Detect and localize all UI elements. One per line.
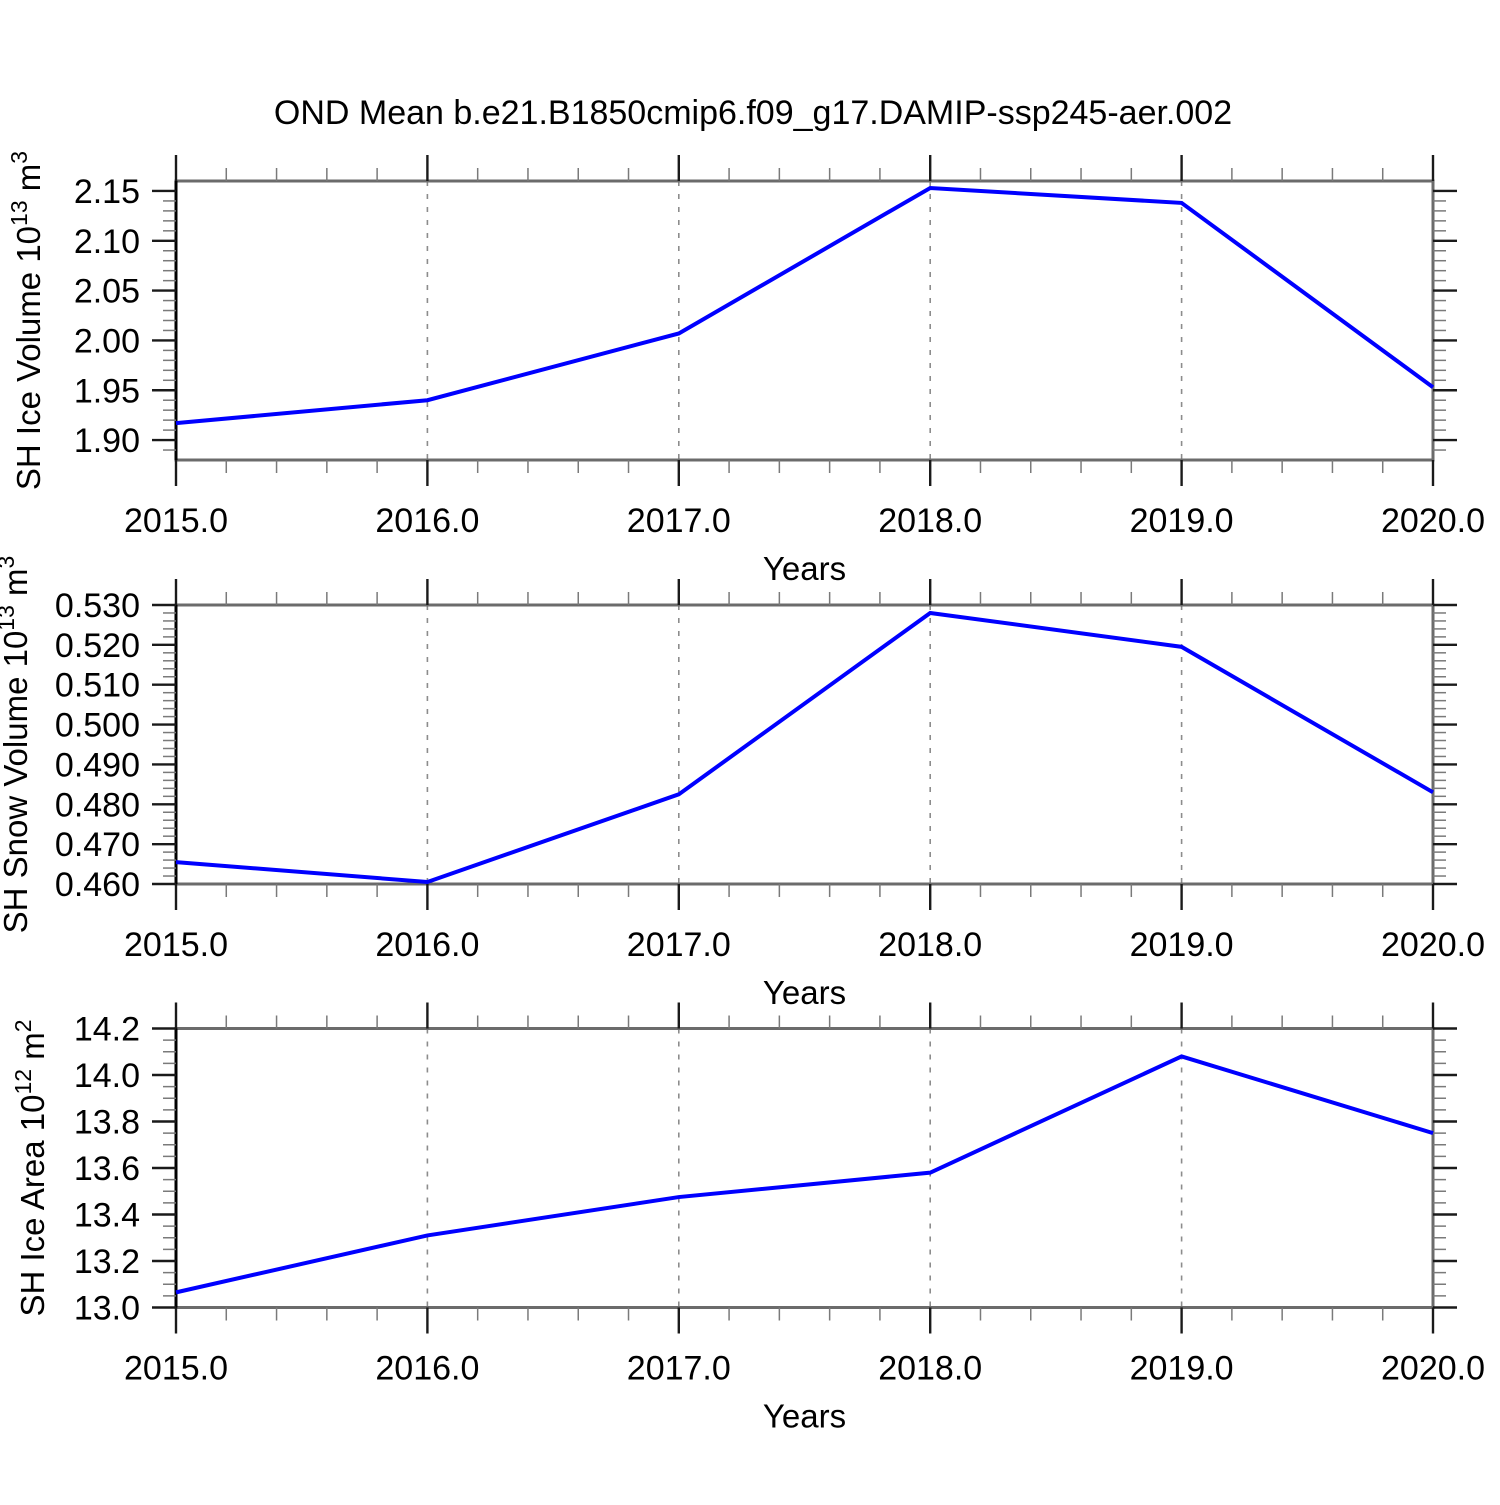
y-axis-title-segment: m: [14, 1032, 51, 1069]
y-tick-label: 0.460: [55, 866, 140, 904]
y-tick-label: 14.2: [74, 1011, 140, 1049]
y-axis-title-superscript: 2: [10, 1019, 36, 1032]
x-tick-label: 2020.0: [1381, 926, 1485, 964]
y-axis-title-segment: m: [10, 164, 47, 201]
ticks-sh-snow-volume: [152, 579, 1457, 910]
y-axis-title: SH Ice Volume 1013 m3: [6, 151, 47, 490]
y-tick-label: 0.490: [55, 746, 140, 784]
y-axis-title-segment: m: [0, 568, 34, 605]
x-tick-labels-sh-snow-volume: 2015.0 2016.0 2017.0 2018.0 2019.0 2020.0: [124, 926, 1485, 964]
x-tick-label: 2015.0: [124, 1350, 228, 1388]
y-tick-labels-sh-ice-volume: 1.90 1.95 2.00 2.05 2.10 2.15: [74, 173, 140, 460]
y-tick-label: 0.510: [55, 667, 140, 705]
series-line-sh-ice-volume: [175, 185, 1435, 426]
y-axis-title: SH Snow Volume 1013 m3: [0, 556, 34, 934]
y-tick-label: 13.2: [74, 1243, 140, 1281]
y-tick-label: 1.90: [74, 422, 140, 460]
y-tick-label: 0.470: [55, 826, 140, 864]
y-tick-label: 0.500: [55, 707, 140, 745]
y-tick-label: 0.520: [55, 627, 140, 665]
y-axis-title-superscript: 13: [6, 200, 32, 226]
x-tick-label: 2018.0: [878, 502, 982, 540]
y-tick-labels-sh-ice-area: 13.0 13.2 13.4 13.6 13.8 14.0 14.2: [74, 1011, 140, 1328]
y-tick-label: 2.00: [74, 322, 140, 360]
x-tick-labels-sh-ice-volume: 2015.0 2016.0 2017.0 2018.0 2019.0 2020.0: [124, 502, 1485, 540]
y-tick-label: 2.10: [74, 223, 140, 261]
x-tick-label: 2016.0: [375, 1350, 479, 1388]
x-tick-label: 2019.0: [1130, 926, 1234, 964]
x-tick-label: 2017.0: [627, 502, 731, 540]
y-axis-title-segment: SH Ice Volume 10: [10, 226, 47, 490]
x-tick-label: 2016.0: [375, 502, 479, 540]
x-axis-title: Years: [763, 550, 846, 587]
y-axis-title-superscript: 12: [10, 1069, 36, 1095]
figure-title: OND Mean b.e21.B1850cmip6.f09_g17.DAMIP-…: [274, 94, 1232, 132]
x-tick-label: 2020.0: [1381, 502, 1485, 540]
y-axis-title-superscript: 13: [0, 605, 19, 631]
x-axis-title: Years: [763, 974, 846, 1011]
x-tick-label: 2020.0: [1381, 1350, 1485, 1388]
x-tick-label: 2016.0: [375, 926, 479, 964]
series-line-sh-ice-area: [175, 1054, 1434, 1295]
x-axis-title: Years: [763, 1398, 846, 1435]
x-tick-label: 2017.0: [627, 926, 731, 964]
y-tick-label: 0.480: [55, 786, 140, 824]
panel-sh-snow-volume: 0.4600.4700.4800.4900.5000.5100.5200.530…: [0, 556, 1485, 1011]
panel-sh-ice-volume: 1.90 1.95 2.00 2.05 2.10 2.15 2015.0 2016.0 2017…: [6, 151, 1485, 587]
y-tick-label: 0.530: [55, 587, 140, 625]
y-tick-label: 14.0: [74, 1057, 140, 1095]
series-line-sh-snow-volume: [175, 610, 1435, 885]
y-axis-title-superscript: 3: [6, 151, 32, 164]
y-axis-title-segment: SH Snow Volume 10: [0, 631, 34, 934]
x-tick-label: 2019.0: [1130, 502, 1234, 540]
ticks-sh-ice-area: [152, 1002, 1457, 1334]
y-tick-label: 13.8: [74, 1104, 140, 1142]
panel-sh-ice-area: 13.0 13.2 13.4 13.6 13.8 14.0 14.2 2015.0 2016.0…: [10, 1002, 1485, 1435]
x-tick-label: 2018.0: [878, 1350, 982, 1388]
y-axis-title: SH Ice Area 1012 m2: [10, 1019, 51, 1316]
y-tick-label: 2.15: [74, 173, 140, 211]
x-tick-labels-sh-ice-area: 2015.0 2016.0 2017.0 2018.0 2019.0 2020.0: [124, 1350, 1485, 1388]
y-tick-label: 1.95: [74, 372, 140, 410]
x-tick-label: 2015.0: [124, 502, 228, 540]
y-tick-label: 13.4: [74, 1197, 140, 1235]
ticks-sh-ice-volume: [152, 155, 1457, 486]
y-tick-label: 13.0: [74, 1290, 140, 1328]
y-tick-label: 13.6: [74, 1150, 140, 1188]
x-tick-label: 2015.0: [124, 926, 228, 964]
x-tick-label: 2017.0: [627, 1350, 731, 1388]
y-axis-title-segment: SH Ice Area 10: [14, 1095, 51, 1317]
x-tick-label: 2019.0: [1130, 1350, 1234, 1388]
y-tick-label: 2.05: [74, 273, 140, 311]
y-axis-title-superscript: 3: [0, 556, 19, 569]
x-tick-label: 2018.0: [878, 926, 982, 964]
